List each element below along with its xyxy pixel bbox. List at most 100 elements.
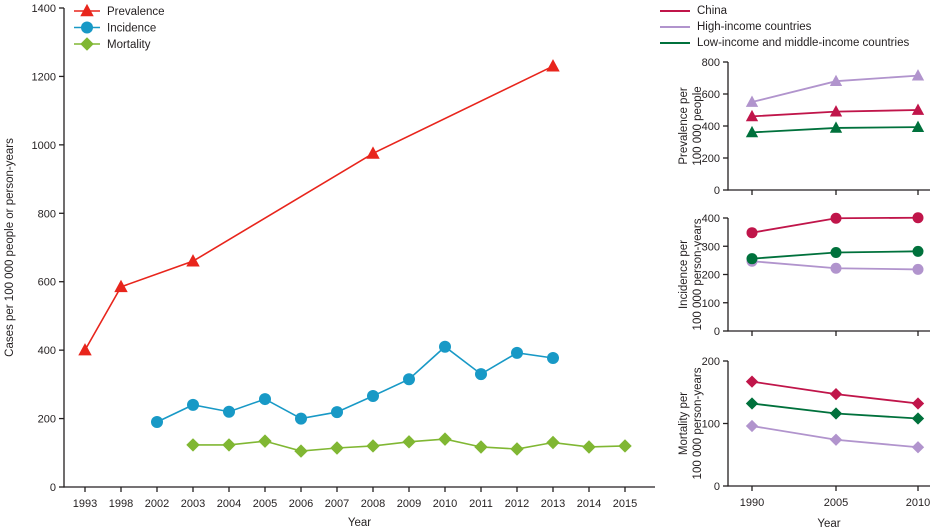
- data-point-marker: [78, 343, 92, 356]
- y-axis-title: 100 000 person-years: [692, 367, 704, 479]
- x-tick-label: 2005: [253, 498, 277, 510]
- data-point-marker: [366, 439, 380, 453]
- data-point-marker: [829, 121, 843, 133]
- x-tick-label: 2012: [505, 498, 529, 510]
- y-axis-title: Cases per 100 000 people or person-years: [4, 138, 16, 357]
- legend-marker: [81, 21, 93, 34]
- y-tick-label: 600: [702, 89, 720, 101]
- data-point-marker: [294, 444, 308, 458]
- data-point-marker: [367, 389, 379, 402]
- data-point-marker: [829, 74, 843, 87]
- data-point-marker: [911, 441, 925, 454]
- data-point-marker: [911, 103, 925, 115]
- legend-swatch: [660, 9, 690, 13]
- data-point-marker: [186, 438, 200, 452]
- x-tick-label: 2013: [541, 498, 565, 510]
- legend-marker: [80, 37, 94, 51]
- data-point-marker: [829, 105, 843, 117]
- x-axis-title: Year: [817, 518, 840, 529]
- y-tick-label: 200: [38, 414, 56, 426]
- x-tick-label: 2010: [433, 498, 457, 510]
- legend-label: Mortality: [107, 39, 151, 51]
- legend-label: China: [697, 5, 728, 17]
- data-point-marker: [618, 439, 632, 453]
- data-point-marker: [745, 419, 759, 433]
- mortality-mini-chart: 0 100 200 1990 2005 2010 Year Mortality per 100 …: [678, 356, 930, 529]
- x-tick-label: 2010: [906, 497, 930, 509]
- legend-label: Incidence: [107, 23, 156, 35]
- y-tick-label: 100: [702, 419, 720, 431]
- data-point-marker: [746, 253, 758, 265]
- data-point-marker: [546, 59, 560, 72]
- x-tick-label: 2006: [289, 498, 313, 510]
- x-tick-label: 2004: [217, 498, 241, 510]
- y-tick-label: 400: [702, 121, 720, 133]
- y-tick-label: 0: [714, 481, 720, 493]
- data-point-marker: [114, 279, 128, 293]
- data-point-marker: [829, 433, 843, 446]
- legend-label: Prevalence: [107, 6, 165, 18]
- x-tick-label: 2002: [145, 498, 169, 510]
- y-tick-label: 1000: [32, 140, 56, 152]
- data-point-marker: [546, 435, 560, 450]
- data-point-marker: [439, 340, 451, 353]
- y-tick-label: 200: [702, 153, 720, 165]
- y-tick-label: 0: [714, 185, 720, 197]
- data-point-marker: [510, 442, 524, 456]
- data-point-marker: [223, 405, 235, 418]
- y-tick-label: 1400: [32, 3, 56, 15]
- data-point-marker: [402, 435, 416, 449]
- data-point-marker: [745, 125, 759, 138]
- incidence-mini-chart: 0 100 200 300 400 Incidence per 100 000 person…: [678, 212, 930, 338]
- legend-item: China: [660, 3, 936, 19]
- y-tick-label: 0: [50, 482, 56, 494]
- data-point-marker: [258, 434, 272, 448]
- data-point-marker: [745, 109, 759, 122]
- data-point-marker: [745, 95, 759, 107]
- data-point-marker: [222, 438, 236, 452]
- y-tick-label: 600: [38, 277, 56, 289]
- data-point-marker: [911, 412, 925, 425]
- x-tick-label: 2009: [397, 498, 421, 510]
- legend-marker: [80, 3, 94, 17]
- y-tick-label: 800: [702, 57, 720, 69]
- y-axis-title: Mortality per: [678, 392, 690, 455]
- y-axis-title: 100 000 person-years: [692, 218, 704, 330]
- y-tick-label: 200: [702, 356, 720, 368]
- y-axis-title: Incidence per: [678, 240, 690, 309]
- data-point-marker: [474, 440, 488, 454]
- data-point-marker: [403, 373, 415, 386]
- data-point-marker: [330, 441, 344, 455]
- y-tick-label: 1200: [32, 71, 56, 83]
- data-point-marker: [582, 440, 596, 454]
- y-tick-label: 300: [702, 241, 720, 253]
- data-point-marker: [912, 245, 924, 257]
- data-point-marker: [745, 375, 759, 388]
- y-tick-label: 400: [702, 213, 720, 225]
- data-point-marker: [511, 346, 523, 359]
- legend-label: Low-income and middle-income countries: [697, 37, 910, 49]
- y-tick-label: 100: [702, 298, 720, 310]
- y-tick-label: 400: [38, 345, 56, 357]
- data-point-marker: [547, 352, 559, 365]
- legend-swatch: [660, 25, 690, 29]
- data-point-marker: [830, 212, 842, 224]
- y-tick-label: 0: [714, 326, 720, 338]
- x-tick-label: 2008: [361, 498, 385, 510]
- data-point-marker: [911, 397, 925, 410]
- data-point-marker: [911, 120, 925, 132]
- y-axis-title: 100 000 people: [692, 86, 704, 165]
- data-point-marker: [187, 398, 199, 411]
- data-point-marker: [366, 146, 380, 159]
- legend-label: High-income countries: [697, 21, 812, 33]
- y-axis-title: Prevalence per: [678, 87, 690, 165]
- data-point-marker: [912, 212, 924, 224]
- data-point-marker: [295, 412, 307, 425]
- prevalence-mini-chart: 0 200 400 600 800 Prevalence per 100 000 peopl…: [678, 57, 930, 197]
- x-axis-title: Year: [348, 517, 371, 529]
- y-tick-label: 200: [702, 270, 720, 282]
- data-point-marker: [475, 368, 487, 381]
- series-line-circle: [156, 345, 554, 423]
- x-tick-label: 1998: [109, 498, 133, 510]
